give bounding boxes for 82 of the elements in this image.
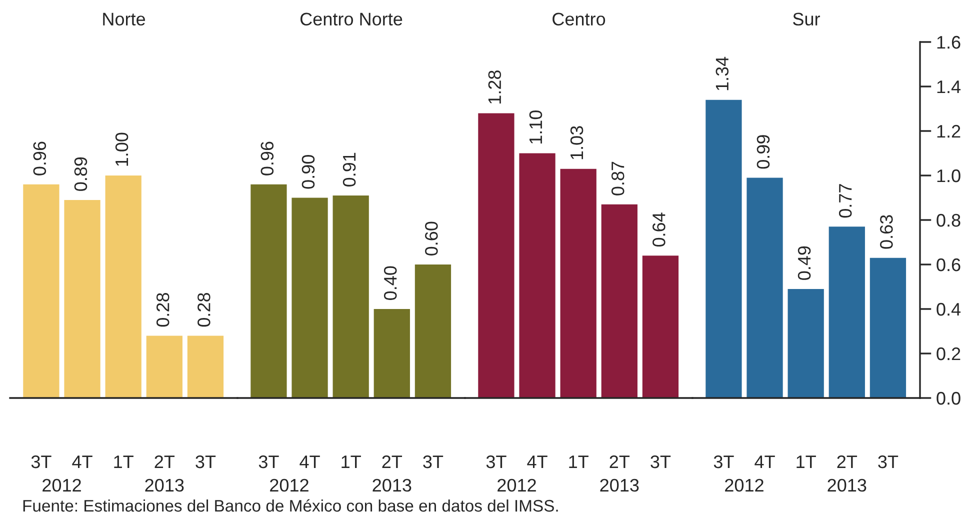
bar — [788, 288, 824, 398]
x-tick-label: 2T — [382, 455, 402, 468]
x-tick-label: 1T — [796, 456, 816, 468]
x-tick-label: 1T — [342, 456, 361, 468]
bar — [64, 200, 100, 398]
data-label: 1.00 — [115, 132, 128, 166]
bar — [187, 336, 224, 398]
data-label: 0.96 — [260, 142, 274, 176]
x-tick-label: 3T — [714, 455, 734, 468]
x-tick-label: 1T — [114, 456, 134, 468]
data-label: 0.28 — [156, 293, 170, 327]
bar — [642, 256, 679, 398]
bar — [828, 226, 865, 398]
data-label: 1.28 — [488, 70, 502, 104]
data-label: 0.28 — [198, 293, 210, 327]
x-tick-label: 3T — [878, 455, 898, 468]
bar — [23, 184, 60, 398]
data-label: 0.90 — [302, 154, 315, 189]
x-tick-label: 3T — [486, 455, 506, 468]
y-tick-label: 1.6 — [937, 36, 960, 49]
data-label: 0.89 — [74, 157, 88, 191]
data-label: 0.40 — [384, 266, 397, 300]
bar — [601, 204, 638, 398]
bar — [105, 176, 142, 398]
text: 2013 — [828, 478, 866, 492]
data-label: 0.63 — [880, 215, 893, 249]
x-tick-label: 2T — [610, 455, 630, 468]
data-label: 0.87 — [611, 162, 624, 196]
text: 2013 — [600, 478, 639, 492]
text: 2013 — [145, 478, 184, 492]
text: 2012 — [498, 478, 536, 492]
chart-title: Centro — [552, 12, 606, 26]
x-tick-label: 1T — [569, 456, 588, 468]
y-tick-label: 0.0 — [936, 392, 960, 405]
x-tick-label: 3T — [31, 455, 52, 468]
bar — [146, 336, 182, 398]
text: 2012 — [270, 478, 308, 492]
bar — [519, 153, 556, 398]
bar — [374, 309, 410, 398]
data-label: 1.10 — [529, 110, 542, 144]
bar — [332, 196, 369, 398]
y-tick-label: 0.2 — [936, 347, 960, 360]
text: 2012 — [42, 478, 81, 492]
data-label: 0.99 — [756, 135, 770, 169]
bar — [560, 168, 596, 398]
y-tick-label: 1.4 — [937, 80, 961, 94]
text: 2012 — [725, 478, 764, 492]
bar — [706, 100, 742, 398]
data-label: 0.77 — [838, 184, 852, 218]
bar — [478, 113, 514, 398]
text: 2013 — [372, 478, 412, 492]
y-tick-label: 0.6 — [936, 258, 960, 272]
bar — [250, 184, 287, 398]
x-tick-label: 2T — [154, 455, 175, 468]
data-label: 0.64 — [652, 212, 666, 247]
x-tick-label: 3T — [423, 455, 444, 468]
x-tick-label: 4T — [527, 456, 548, 468]
bar — [870, 258, 906, 398]
x-tick-label: 3T — [258, 455, 279, 468]
x-tick-label: 3T — [196, 455, 216, 468]
y-tick-label: 1.2 — [937, 124, 960, 138]
data-label: 0.49 — [798, 246, 811, 280]
bar — [414, 264, 452, 398]
data-label: 1.03 — [570, 126, 584, 160]
x-tick-label: 4T — [300, 456, 320, 468]
chart-title: Norte — [103, 12, 146, 26]
bar — [292, 198, 328, 398]
chart-title: Centro Norte — [300, 12, 402, 26]
data-label: 0.60 — [425, 222, 438, 256]
data-label: 1.34 — [716, 56, 729, 90]
y-tick-label: 0.8 — [936, 214, 960, 227]
x-tick-label: 4T — [754, 456, 775, 468]
data-label: 0.91 — [342, 152, 356, 186]
x-tick-label: 4T — [72, 456, 92, 468]
x-tick-label: 3T — [650, 455, 671, 468]
source-note: Fuente: Estimaciones del Banco de México con base en datos del IMSS. — [23, 499, 558, 512]
y-tick-label: 1.0 — [937, 169, 960, 182]
bar — [746, 178, 783, 398]
x-tick-label: 2T — [837, 455, 858, 468]
y-tick-label: 0.4 — [936, 302, 961, 316]
data-label: 0.96 — [33, 142, 46, 176]
chart-title: Sur — [793, 12, 820, 26]
